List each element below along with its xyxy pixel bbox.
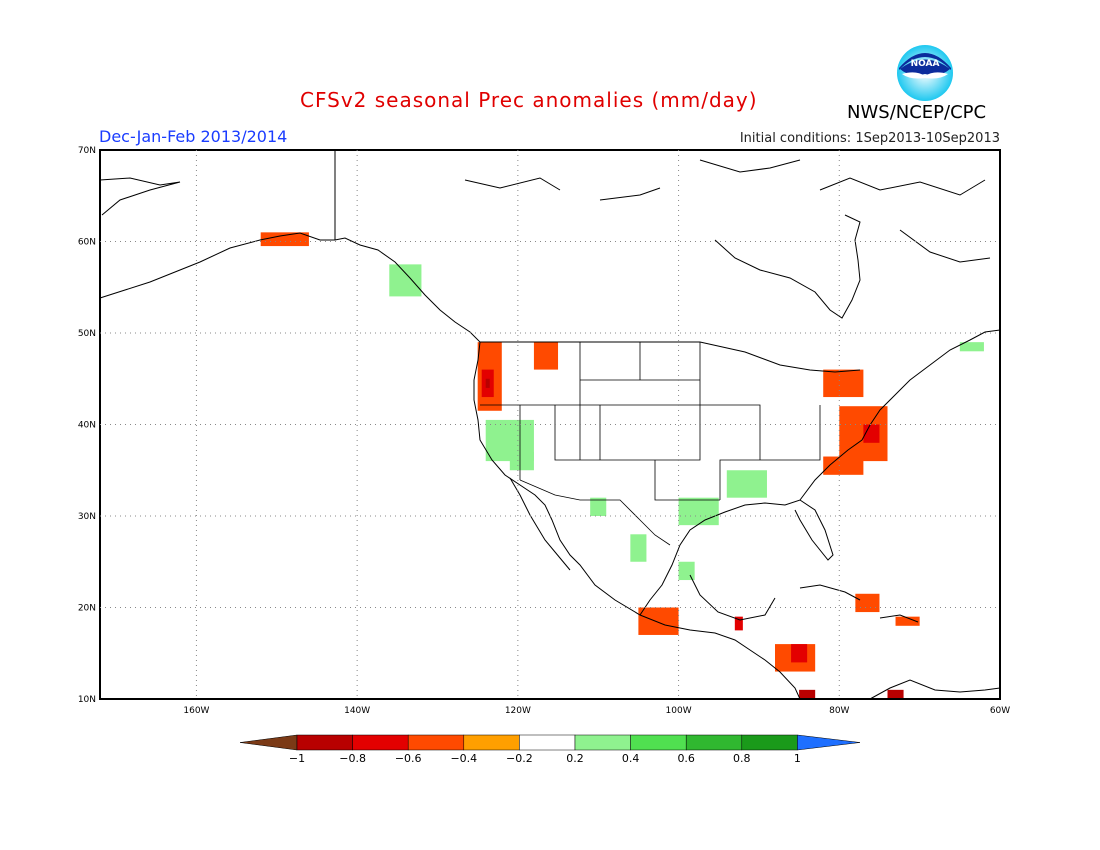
lat-tick-label: 60N (78, 238, 96, 248)
anomaly-region (791, 644, 808, 663)
anomaly-region (678, 561, 695, 581)
anomaly-region (389, 264, 422, 297)
colorbar-ticks: −1 −0.8 −0.6 −0.4 −0.2 0.2 0.4 0.6 0.8 1 (289, 752, 801, 765)
colorbar-tick-label: −1 (289, 752, 305, 765)
lon-tick-label: 160W (183, 706, 209, 716)
anomaly-region (533, 342, 559, 370)
anomaly-region (823, 456, 864, 475)
page-title: CFSv2 seasonal Prec anomalies (mm/day) (300, 88, 758, 112)
initial-conditions-label: Initial conditions: 1Sep2013-10Sep2013 (739, 131, 1000, 146)
lat-tick-label: 20N (78, 604, 96, 614)
anomaly-region (485, 378, 490, 388)
colorbar-legend (239, 734, 861, 751)
colorbar-segment (519, 734, 576, 751)
anomaly-region (638, 607, 679, 635)
anomaly-region (509, 451, 534, 471)
logo-text: NOAA (911, 59, 940, 69)
anomaly-layer (260, 232, 984, 699)
lat-tick-label: 10N (78, 695, 96, 705)
anomaly-region (799, 689, 816, 699)
anomaly-region (855, 593, 880, 613)
colorbar-min-arrow (239, 734, 298, 751)
anomaly-region (726, 470, 767, 498)
colorbar-tick-label: −0.8 (339, 752, 366, 765)
colorbar-segment (741, 734, 798, 751)
colorbar-tick-label: 1 (794, 752, 801, 765)
anomaly-region (823, 369, 864, 398)
anomaly-region (959, 342, 984, 352)
anomaly-region (887, 689, 904, 699)
colorbar-tick-label: 0.4 (622, 752, 640, 765)
season-label: Dec-Jan-Feb 2013/2014 (99, 127, 288, 146)
lat-tick-label: 50N (78, 329, 96, 339)
colorbar-segment (463, 734, 520, 751)
longitude-ticks: 160W 140W 120W 100W 80W 60W (183, 706, 1010, 716)
anomaly-region (590, 497, 607, 516)
lon-tick-label: 120W (505, 706, 531, 716)
gridlines (100, 150, 1000, 699)
anomaly-region (678, 497, 719, 526)
latitude-ticks: 10N 20N 30N 40N 50N 60N 70N (78, 146, 96, 705)
anomaly-region (630, 534, 647, 562)
anomaly-region (839, 406, 888, 462)
anomaly-region (895, 616, 920, 626)
coastline-outline (99, 150, 1001, 700)
map-area: 160W 140W 120W 100W 80W 60W 10N 20N 30N 40N 50N 60… (78, 146, 1010, 716)
lon-tick-label: 140W (344, 706, 370, 716)
state-borders (480, 342, 821, 546)
agency-label: NWS/NCEP/CPC (847, 102, 987, 123)
colorbar-tick-label: −0.4 (450, 752, 477, 765)
lat-tick-label: 30N (78, 512, 96, 522)
colorbar-segment (574, 734, 631, 751)
colorbar-tick-label: 0.8 (733, 752, 751, 765)
colorbar-segment (685, 734, 743, 751)
lon-tick-label: 80W (829, 706, 849, 716)
noaa-logo: NOAA (897, 45, 953, 101)
colorbar-tick-label: −0.6 (395, 752, 422, 765)
colorbar-segment (630, 734, 687, 751)
colorbar-segment (407, 734, 465, 751)
lat-tick-label: 40N (78, 421, 96, 431)
colorbar-max-arrow (797, 734, 861, 751)
colorbar-tick-label: 0.6 (677, 752, 695, 765)
anomaly-region (734, 616, 743, 631)
anomaly-region (260, 232, 309, 247)
lon-tick-label: 100W (666, 706, 692, 716)
colorbar-tick-label: 0.2 (566, 752, 584, 765)
colorbar-segment (352, 734, 409, 751)
lon-tick-label: 60W (990, 706, 1010, 716)
lat-tick-label: 70N (78, 146, 96, 156)
colorbar-segment (296, 734, 353, 751)
colorbar-tick-label: −0.2 (506, 752, 533, 765)
